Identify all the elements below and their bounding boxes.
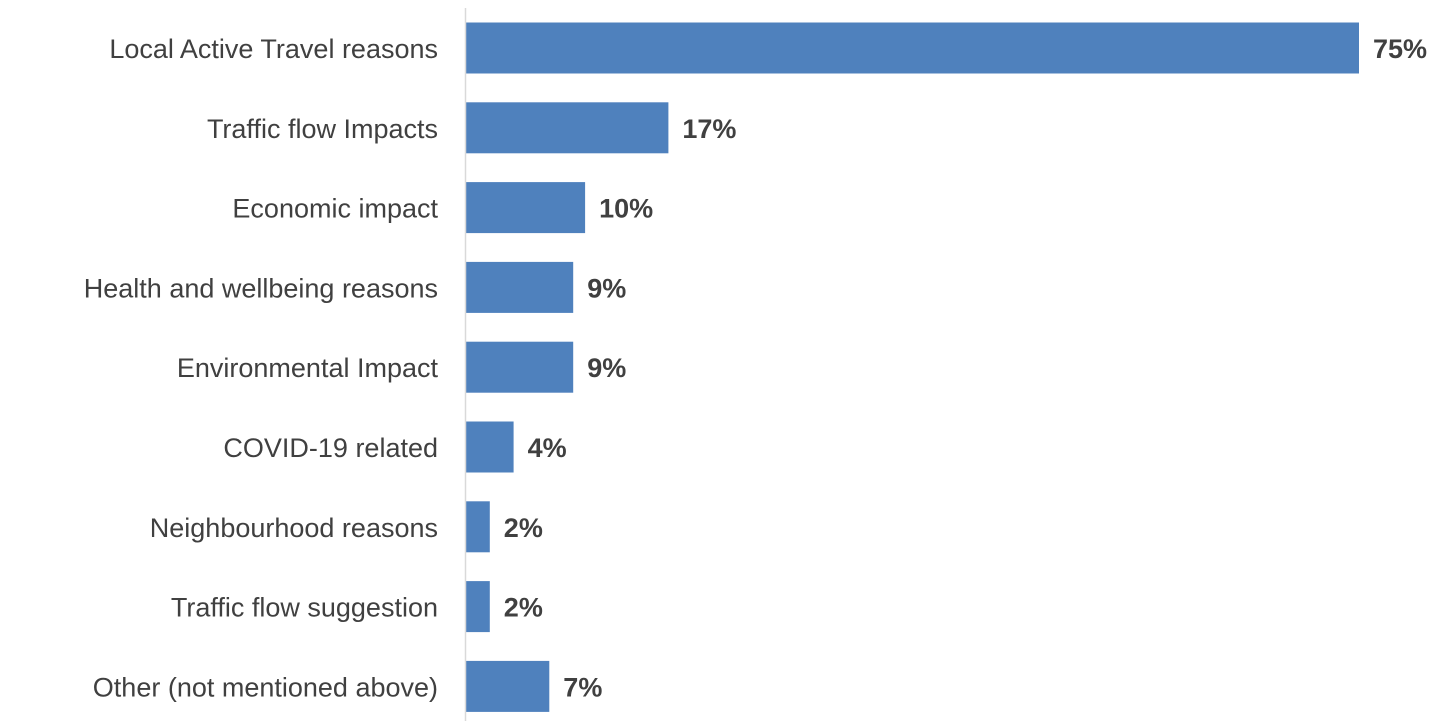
value-label: 9% bbox=[587, 273, 626, 303]
category-label: Local Active Travel reasons bbox=[109, 34, 438, 64]
bar bbox=[466, 102, 669, 154]
category-label: Other (not mentioned above) bbox=[93, 672, 438, 702]
bar bbox=[466, 261, 574, 313]
bar bbox=[466, 22, 1359, 74]
bar bbox=[466, 421, 514, 473]
value-label: 7% bbox=[563, 672, 602, 702]
labels-group: Local Active Travel reasons 75% Traffic fl… bbox=[84, 34, 1427, 702]
category-label: Economic impact bbox=[232, 194, 438, 224]
category-label: Environmental Impact bbox=[177, 353, 439, 383]
category-label: Health and wellbeing reasons bbox=[84, 273, 438, 303]
value-label: 4% bbox=[528, 433, 567, 463]
value-label: 2% bbox=[504, 593, 543, 623]
category-label: Traffic flow Impacts bbox=[207, 114, 438, 144]
bar bbox=[466, 341, 574, 393]
category-label: COVID-19 related bbox=[223, 433, 438, 463]
value-label: 17% bbox=[682, 114, 736, 144]
value-label: 75% bbox=[1373, 34, 1427, 64]
bar bbox=[466, 182, 586, 234]
value-label: 9% bbox=[587, 353, 626, 383]
category-label: Traffic flow suggestion bbox=[171, 593, 438, 623]
value-label: 2% bbox=[504, 513, 543, 543]
bar bbox=[466, 501, 490, 553]
bar bbox=[466, 581, 490, 633]
bar bbox=[466, 660, 550, 712]
category-label: Neighbourhood reasons bbox=[150, 513, 438, 543]
value-label: 10% bbox=[599, 194, 653, 224]
bars-group bbox=[466, 22, 1359, 712]
